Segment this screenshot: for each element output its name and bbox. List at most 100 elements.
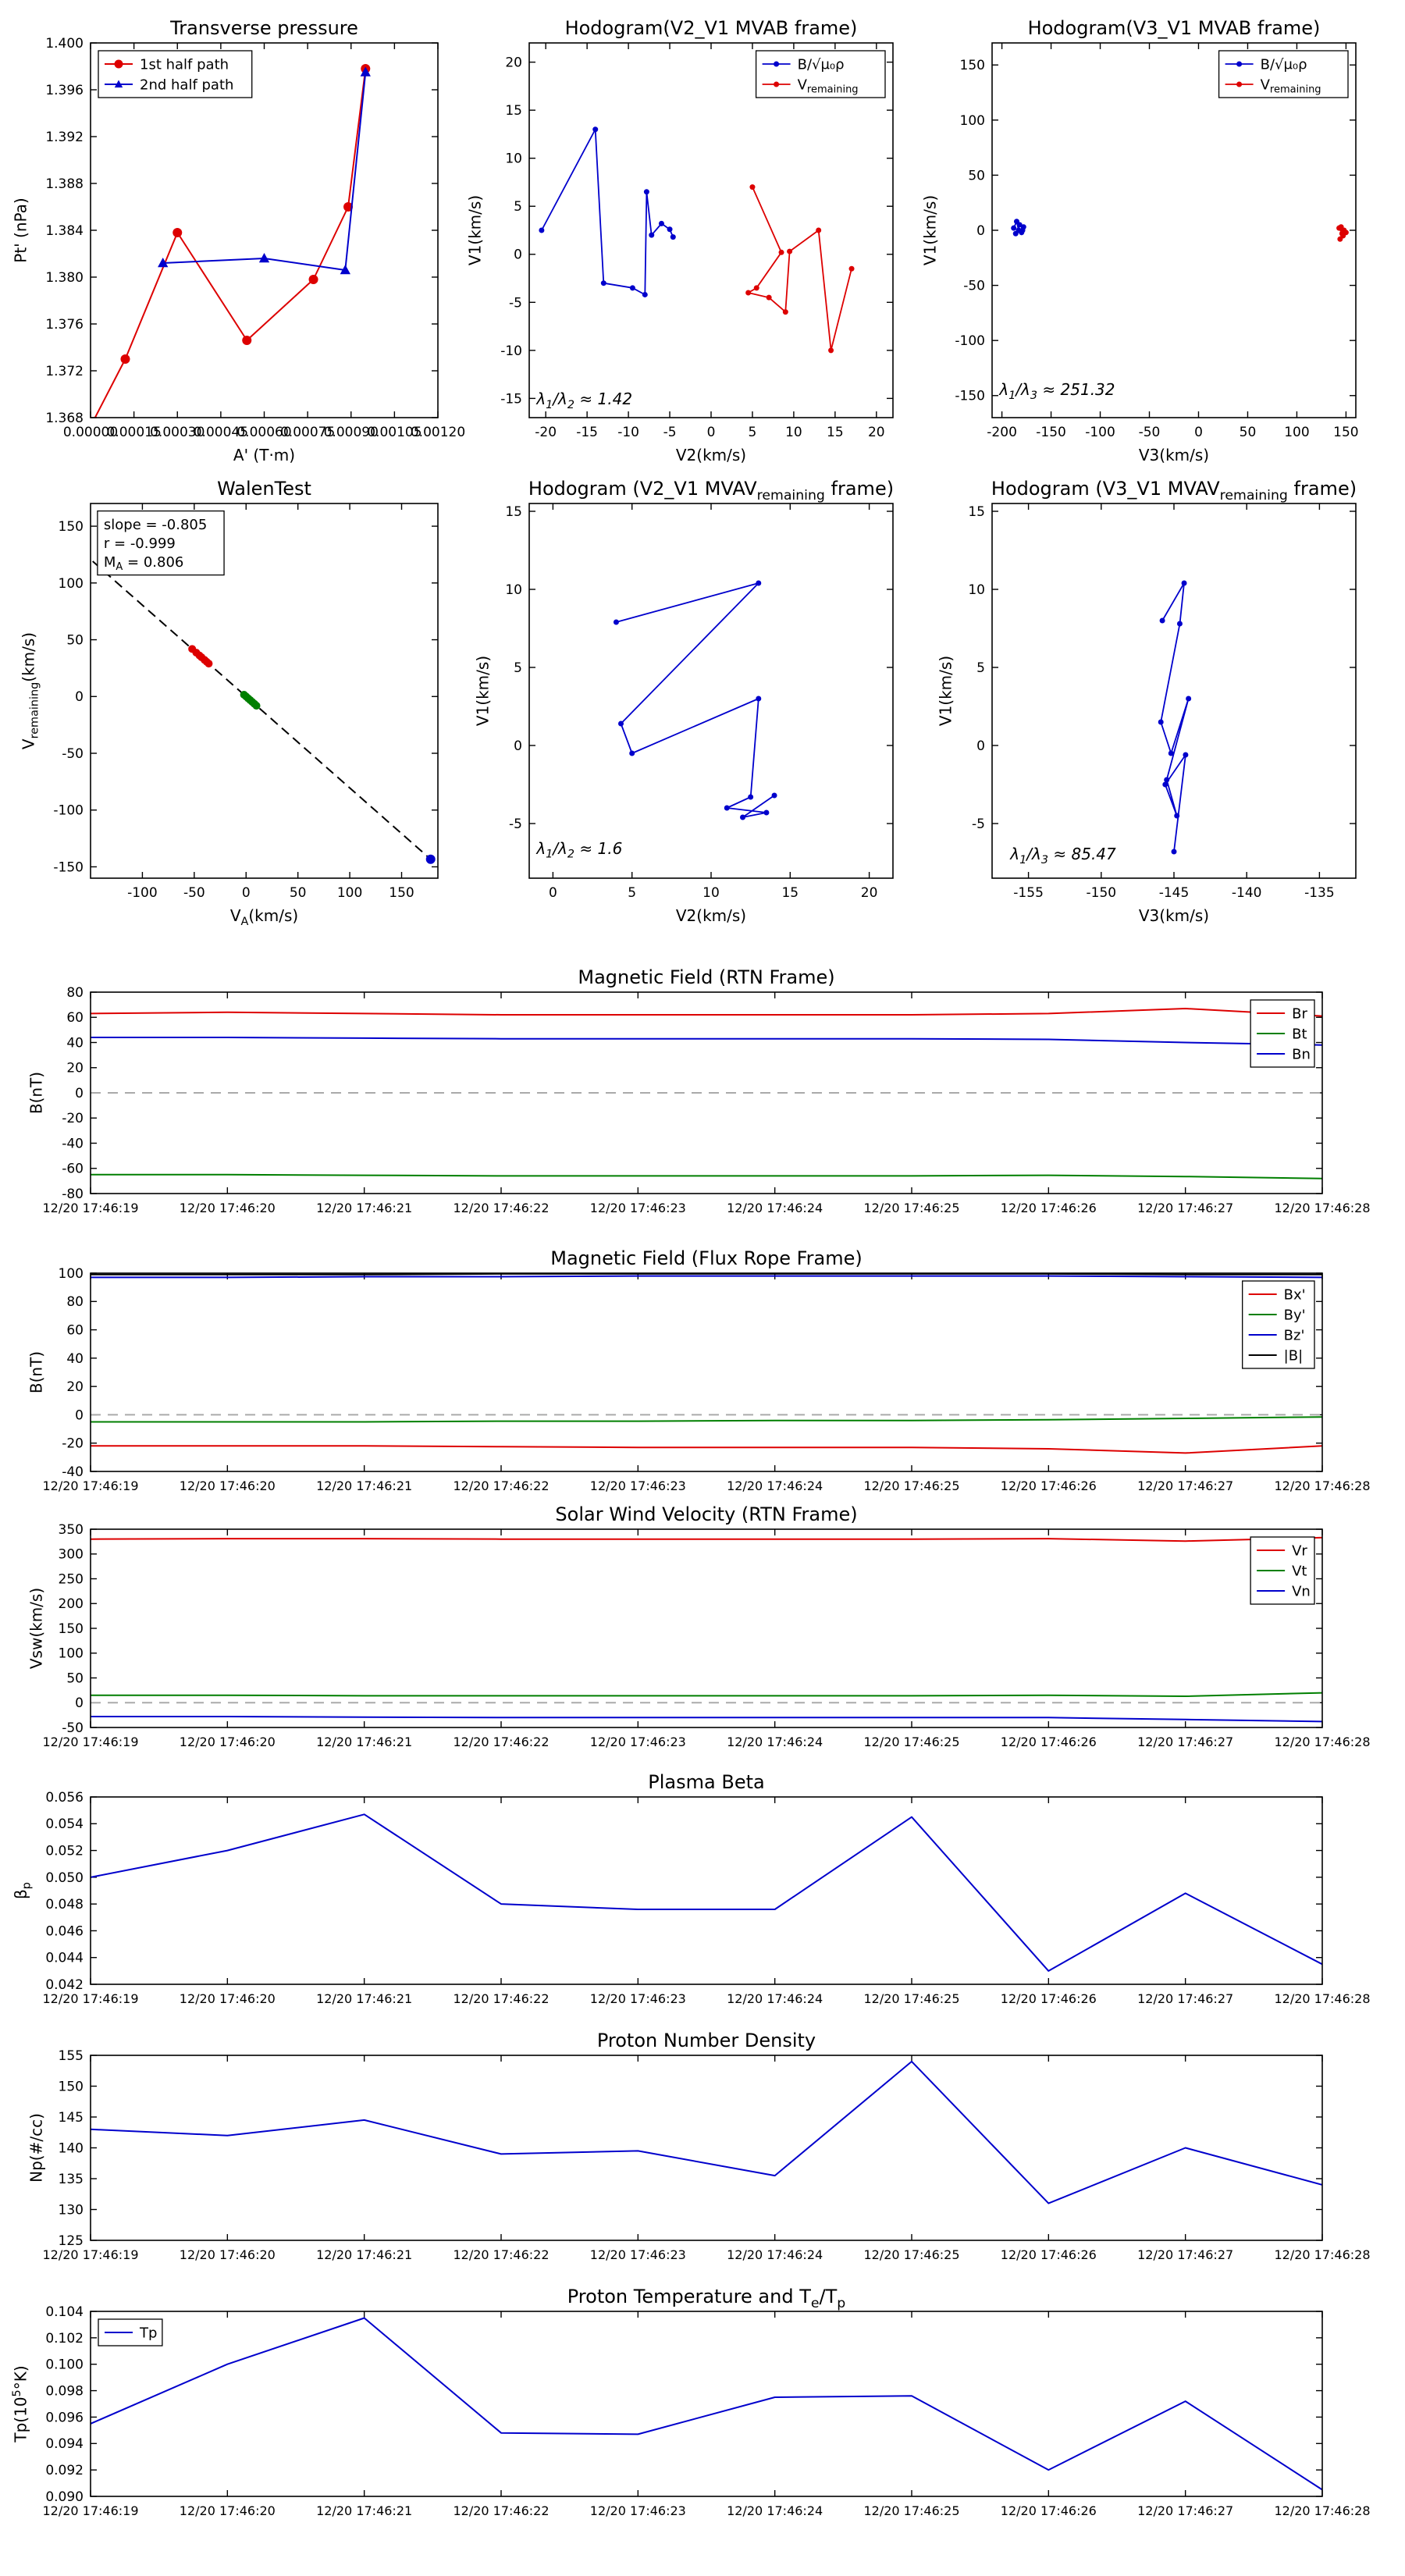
series-bt xyxy=(91,1173,1322,1179)
legend-label: Tp xyxy=(139,2325,157,2341)
legend-item: B/√μ₀ρ xyxy=(762,56,845,73)
hodogram-v2v1-mvab-chart: -20 -15 -10 -5 0 5 10 15 20 -15 -10 -5 0 5 10 15 20 Hodog… xyxy=(465,17,894,464)
plot-frame xyxy=(90,2311,1323,2497)
x-tick-label: 50 xyxy=(1240,425,1257,440)
series-group xyxy=(91,1536,1322,1723)
legend-item: Bx' xyxy=(1248,1286,1306,1303)
plot-background xyxy=(91,2311,1322,2496)
legend-item: Vremaining xyxy=(762,76,859,96)
x-tick-label: 12/20 17:46:24 xyxy=(727,1991,823,2006)
tick-labels: -155 -150 -145 -140 -135 -5 0 5 10 15 xyxy=(968,504,1334,901)
x-tick-label: 12/20 17:46:21 xyxy=(316,2247,412,2262)
legend-label: 1st half path xyxy=(140,56,229,73)
series-1st-half-path-markers xyxy=(120,64,371,364)
x-tick-label: -15 xyxy=(576,425,598,440)
y-tick-label: 40 xyxy=(66,1351,84,1367)
y-tick-label: 0.100 xyxy=(45,2357,84,2373)
series-by xyxy=(91,1416,1322,1423)
chart-title: Hodogram(V2_V1 MVAB frame) xyxy=(565,17,858,39)
y-tick-label: 155 xyxy=(59,2048,84,2064)
x-tick-label: 12/20 17:46:28 xyxy=(1274,2247,1370,2262)
legend-label: Bx' xyxy=(1284,1286,1306,1303)
x-tick-label: 12/20 17:46:22 xyxy=(453,1201,549,1215)
y-tick-label: -5 xyxy=(509,817,522,832)
y-tick-label: 1.396 xyxy=(45,83,84,98)
legend-label: Vt xyxy=(1292,1563,1307,1579)
y-tick-label: 60 xyxy=(66,1323,84,1339)
stats-line: r = -0.999 xyxy=(104,535,176,552)
tick-marks xyxy=(529,503,893,878)
y-tick-label: 1.388 xyxy=(45,176,84,192)
magnetic-field-rtn-chart: 12/20 17:46:19 12/20 17:46:20 12/20 17:46:… xyxy=(27,966,1370,1215)
chart-title: Proton Number Density xyxy=(597,2030,816,2051)
x-tick-label: 12/20 17:46:20 xyxy=(180,1201,276,1215)
x-tick-label: 12/20 17:46:23 xyxy=(590,1735,686,1749)
legend-item: Vremaining xyxy=(1225,76,1321,96)
plot-frame xyxy=(90,1796,1323,1985)
series-vt xyxy=(91,1692,1322,1697)
x-tick-label: 20 xyxy=(868,425,885,440)
y-tick-label: 1.400 xyxy=(45,36,84,52)
series-plasma-beta xyxy=(91,1813,1322,1972)
legend-label: Vremaining xyxy=(798,76,859,95)
x-tick-label: 12/20 17:46:28 xyxy=(1274,2503,1370,2518)
y-tick-label: 50 xyxy=(66,632,84,648)
legend-label: Vn xyxy=(1292,1583,1311,1599)
legend-label: Bz' xyxy=(1284,1327,1305,1343)
y-tick-label: 0.048 xyxy=(45,1897,84,1912)
x-tick-label: -145 xyxy=(1159,885,1190,901)
x-tick-label: 12/20 17:46:19 xyxy=(42,2247,138,2262)
x-tick-label: 12/20 17:46:21 xyxy=(316,1735,412,1749)
y-axis-label: V1(km/s) xyxy=(465,195,484,265)
y-tick-label: 150 xyxy=(59,1621,84,1637)
x-tick-label: 12/20 17:46:23 xyxy=(590,2247,686,2262)
series-2nd-half-points-markers xyxy=(240,690,261,710)
chart-title: Transverse pressure xyxy=(169,17,358,39)
y-tick-label: 100 xyxy=(59,1646,84,1662)
plasma-beta-chart: 12/20 17:46:19 12/20 17:46:20 12/20 17:46:… xyxy=(12,1771,1371,2006)
series-v-remaining-markers xyxy=(745,184,855,354)
y-tick-label: 0 xyxy=(514,738,522,754)
x-tick-label: -100 xyxy=(127,885,158,901)
tick-marks xyxy=(91,503,438,878)
legend-label: B/√μ₀ρ xyxy=(798,56,845,73)
y-tick-label: -10 xyxy=(500,343,522,359)
x-tick-label: 12/20 17:46:23 xyxy=(590,1991,686,2006)
proton-temperature-chart: 12/20 17:46:19 12/20 17:46:20 12/20 17:46:… xyxy=(11,2286,1370,2518)
annotation: λ1/λ2 ≈ 1.6 xyxy=(535,839,622,861)
x-tick-label: 12/20 17:46:25 xyxy=(863,1478,959,1493)
x-tick-label: 12/20 17:46:22 xyxy=(453,2503,549,2518)
y-tick-label: 0.056 xyxy=(45,1790,84,1806)
legend-label: |B| xyxy=(1284,1347,1303,1364)
x-tick-label: 0.00030 xyxy=(150,425,205,440)
x-tick-label: 12/20 17:46:27 xyxy=(1137,1991,1233,2006)
x-tick-label: 150 xyxy=(389,885,414,901)
y-tick-label: -50 xyxy=(62,746,84,762)
plot-background xyxy=(91,43,438,418)
chart-title: Hodogram (V3_V1 MVAVremaining frame) xyxy=(991,478,1357,503)
x-tick-label: 12/20 17:46:25 xyxy=(863,1201,959,1215)
y-tick-label: 0 xyxy=(75,1407,84,1423)
tick-labels: 12/20 17:46:19 12/20 17:46:20 12/20 17:46:… xyxy=(42,1266,1370,1493)
series-group xyxy=(92,560,436,864)
y-tick-label: 10 xyxy=(505,151,522,167)
x-tick-label: 12/20 17:46:19 xyxy=(42,1735,138,1749)
x-tick-label: -20 xyxy=(535,425,557,440)
legend-item: Tp xyxy=(105,2325,157,2341)
x-tick-label: 12/20 17:46:27 xyxy=(1137,1201,1233,1215)
series-b xyxy=(91,1273,1322,1276)
y-tick-label: 350 xyxy=(59,1522,84,1538)
series-v-remaining-markers xyxy=(1158,580,1192,855)
y-tick-label: 130 xyxy=(59,2202,84,2218)
legend: B/√μ₀ρ Vremaining xyxy=(1218,50,1349,98)
y-tick-label: 0.044 xyxy=(45,1951,84,1966)
y-tick-label: 1.380 xyxy=(45,270,84,286)
tick-labels: 0.000000.000150.000300.000450.000600.000… xyxy=(45,36,465,440)
x-tick-label: 0.00105 xyxy=(367,425,422,440)
y-axis-label: Vsw(km/s) xyxy=(27,1588,45,1669)
plot-background xyxy=(992,43,1356,418)
y-tick-label: 50 xyxy=(968,168,985,183)
x-tick-label: -50 xyxy=(1139,425,1161,440)
x-tick-label: 50 xyxy=(290,885,307,901)
series-2nd-half-path-markers xyxy=(158,66,371,275)
